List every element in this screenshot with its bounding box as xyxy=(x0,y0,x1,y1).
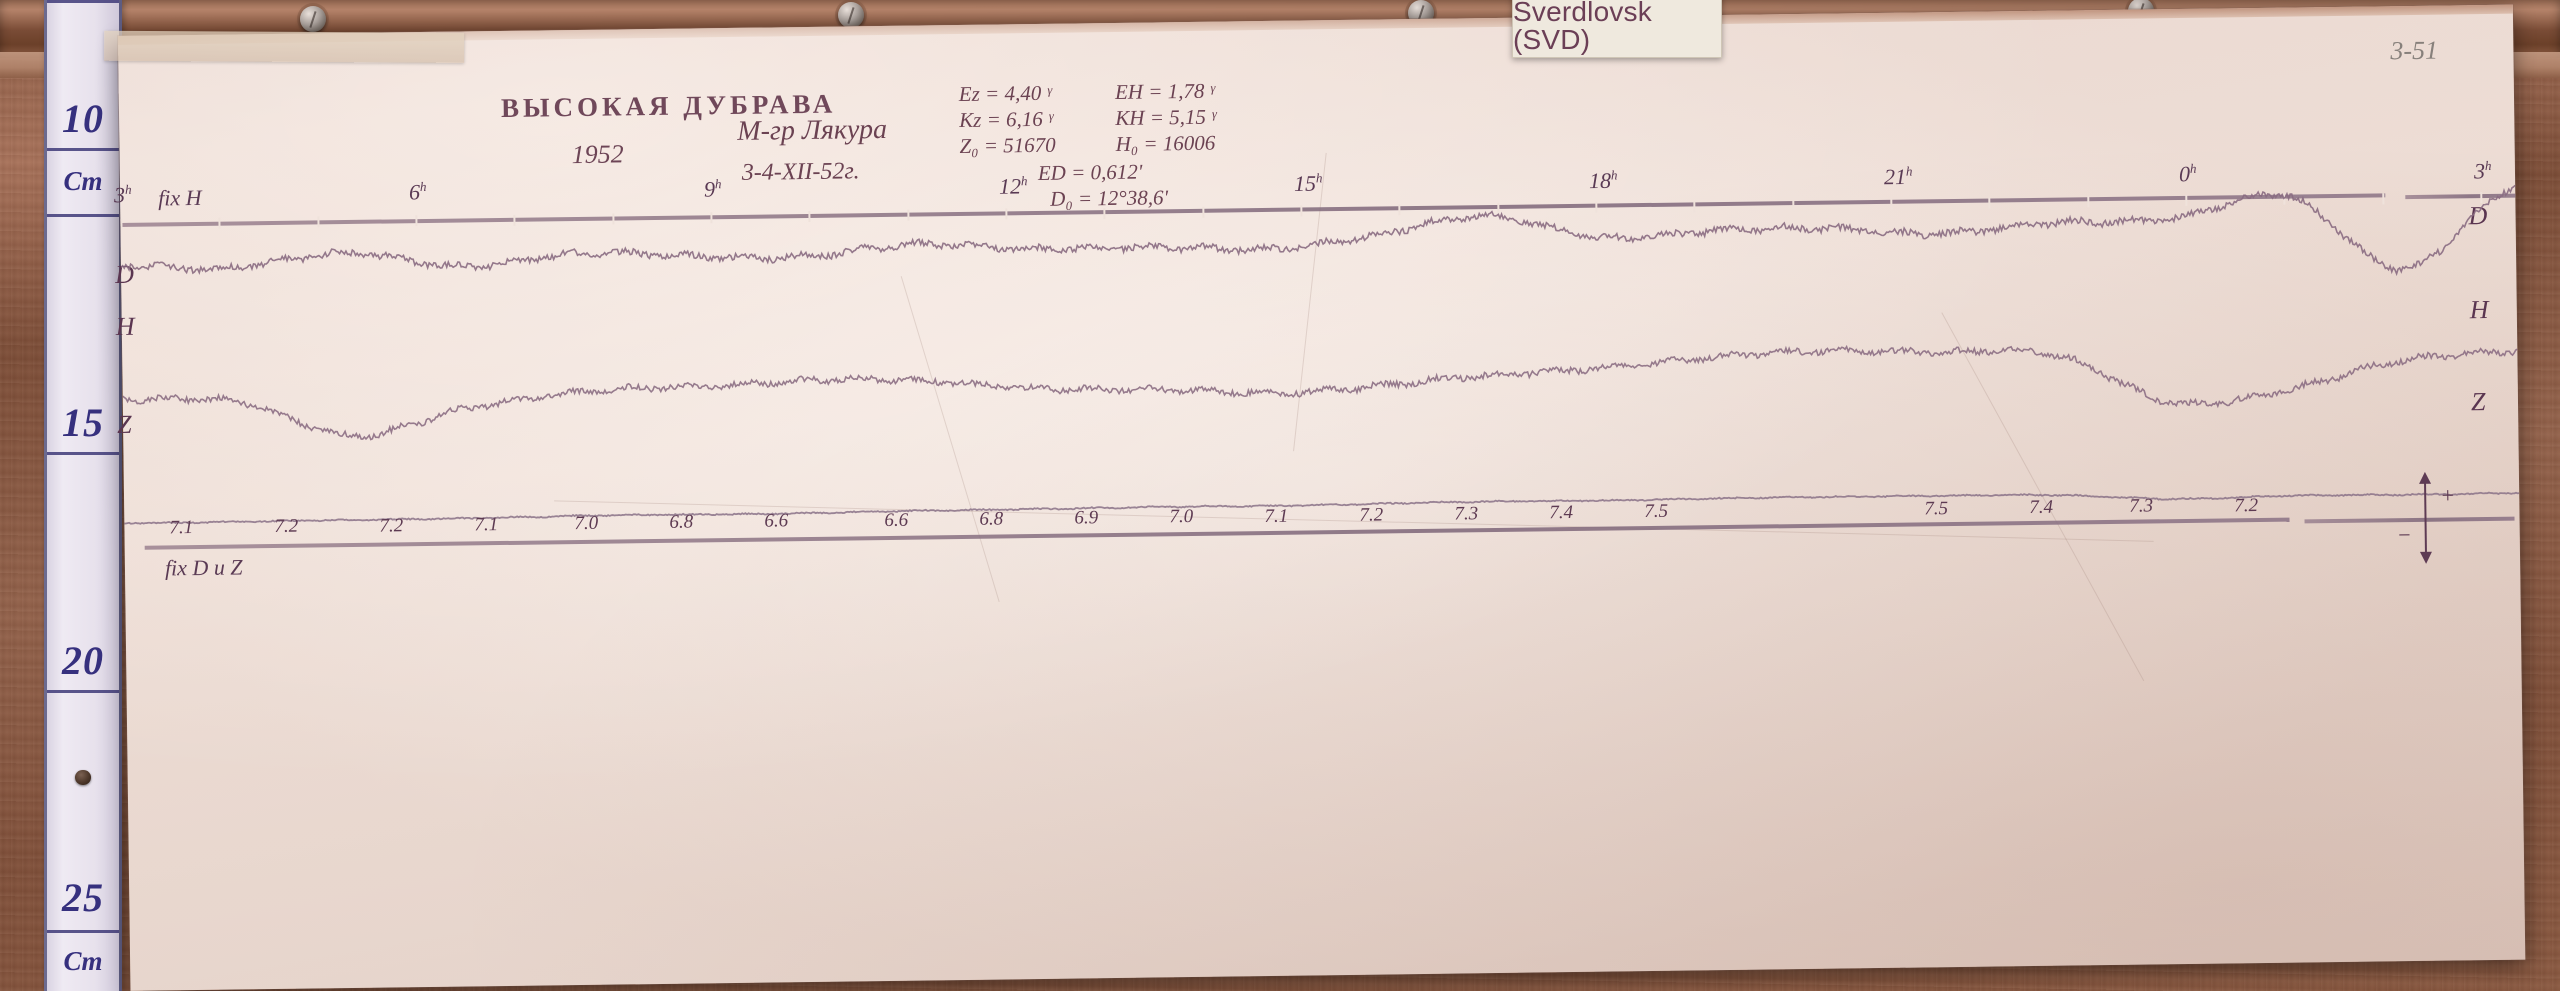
ruler-label-20: 20 xyxy=(62,637,104,683)
trace-curve-D xyxy=(120,185,2516,303)
temperature-label: 7.3 xyxy=(2129,495,2154,518)
temperature-label: 7.2 xyxy=(379,514,404,537)
trace-curve-Z xyxy=(124,487,2519,526)
temperature-label: 7.0 xyxy=(574,512,599,535)
station-overlay-label-text: Sverdlovsk (SVD) xyxy=(1513,0,1652,55)
temperature-label: 7.1 xyxy=(474,513,499,536)
screw-head-center xyxy=(838,2,864,28)
ruler-tick-25 xyxy=(47,930,119,933)
temperature-label: 7.1 xyxy=(1264,505,1289,527)
ruler-tick-cm xyxy=(47,214,119,217)
ruler-label-cm-top: Cm xyxy=(63,165,103,196)
ruler-mounting-dot xyxy=(75,770,91,785)
temperature-label: 7.4 xyxy=(2029,496,2054,519)
temperature-label: 7.1 xyxy=(169,517,194,539)
screw-head-left xyxy=(300,6,326,32)
ruler-label-25: 25 xyxy=(62,874,104,920)
polarity-minus-sign: − xyxy=(2396,522,2412,548)
ruler-tick-top xyxy=(47,0,119,3)
temperature-label: 6.9 xyxy=(1074,507,1099,529)
magnetogram-traces xyxy=(118,5,2525,991)
ruler-tick-20 xyxy=(47,690,119,693)
polarity-arrow-icon xyxy=(2419,471,2432,564)
ruler-label-15: 15 xyxy=(62,399,104,445)
trace-curve-H xyxy=(122,338,2518,443)
station-overlay-label: Sverdlovsk (SVD) xyxy=(1512,0,1722,58)
ruler-label-10: 10 xyxy=(62,95,104,141)
ruler-tick-10 xyxy=(47,148,119,151)
temperature-label: 7.5 xyxy=(1924,498,1949,520)
fix-d-z-note: fix D и Z xyxy=(164,554,243,581)
polarity-plus-sign: + xyxy=(2440,482,2456,508)
temperature-label: 6.8 xyxy=(669,511,694,534)
temperature-label: 7.2 xyxy=(2234,494,2259,516)
magnetogram-sheet: 3-51 ВЫСОКАЯ ДУБРАВА 1952 М-гр Лякура 3-… xyxy=(104,4,2526,991)
temperature-label: 7.0 xyxy=(1169,506,1194,528)
temperature-label: 7.5 xyxy=(1644,501,1669,523)
ruler-tick-15 xyxy=(47,452,119,455)
temperature-label: 7.4 xyxy=(1549,502,1574,524)
temperature-label: 7.3 xyxy=(1454,503,1479,525)
temperature-label: 7.2 xyxy=(274,516,299,538)
centimeter-ruler: 10 Cm 15 20 25 Cm xyxy=(44,0,122,991)
temperature-label: 7.2 xyxy=(1359,504,1384,526)
temperature-label: 6.6 xyxy=(884,509,909,531)
temperature-label: 6.8 xyxy=(979,508,1004,530)
temperature-label: 6.6 xyxy=(764,510,789,532)
ruler-label-cm-bottom: Cm xyxy=(63,945,103,976)
